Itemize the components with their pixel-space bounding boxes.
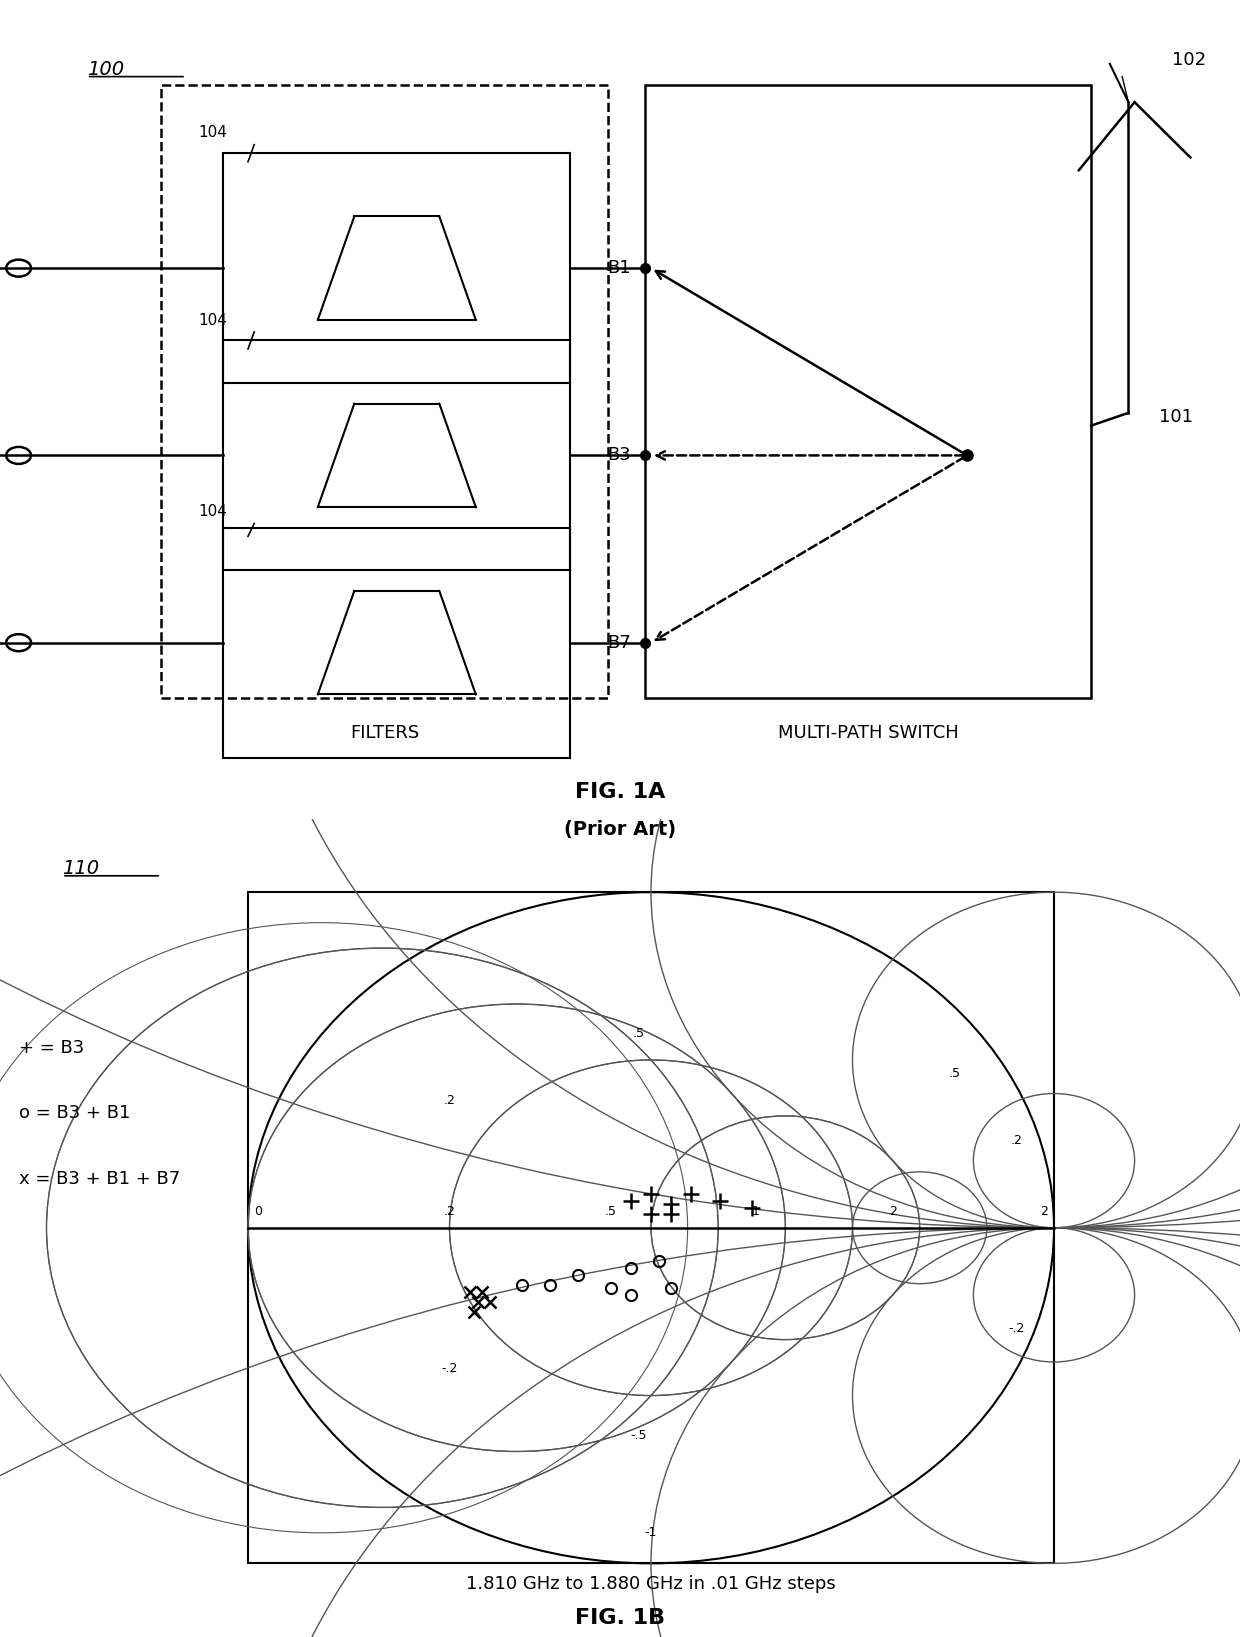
Text: 110: 110 <box>62 859 99 879</box>
Text: 2: 2 <box>889 1205 897 1218</box>
Bar <box>223 154 570 383</box>
Text: x = B3 + B1 + B7: x = B3 + B1 + B7 <box>19 1170 180 1187</box>
Text: -.2: -.2 <box>1008 1321 1025 1334</box>
Text: 1.810 GHz to 1.880 GHz in .01 GHz steps: 1.810 GHz to 1.880 GHz in .01 GHz steps <box>466 1575 836 1593</box>
Bar <box>248 892 1054 1563</box>
Text: 104: 104 <box>198 126 227 141</box>
Text: 100: 100 <box>87 59 124 79</box>
Text: .5: .5 <box>949 1067 961 1080</box>
Text: 104: 104 <box>198 504 227 519</box>
Text: 1: 1 <box>751 1205 760 1218</box>
Text: MULTI-PATH SWITCH: MULTI-PATH SWITCH <box>777 724 959 742</box>
Text: -.2: -.2 <box>441 1362 458 1375</box>
Text: .2: .2 <box>1011 1134 1023 1148</box>
Text: -1: -1 <box>645 1526 657 1539</box>
Bar <box>223 527 570 758</box>
Text: B1: B1 <box>608 259 631 277</box>
Text: 104: 104 <box>198 313 227 327</box>
Text: FILTERS: FILTERS <box>350 724 419 742</box>
Text: 102: 102 <box>1172 51 1207 69</box>
Text: 101: 101 <box>1159 408 1193 426</box>
Text: 0: 0 <box>254 1205 262 1218</box>
Text: o = B3 + B1: o = B3 + B1 <box>19 1105 130 1121</box>
Text: B7: B7 <box>608 634 631 652</box>
Text: FIG. 1B: FIG. 1B <box>575 1608 665 1629</box>
Bar <box>223 340 570 570</box>
Text: 2: 2 <box>1040 1205 1048 1218</box>
Text: + = B3: + = B3 <box>19 1039 84 1056</box>
Text: -.5: -.5 <box>630 1429 647 1442</box>
Text: B3: B3 <box>608 447 631 465</box>
Text: FIG. 1A: FIG. 1A <box>575 781 665 802</box>
Text: (Prior Art): (Prior Art) <box>564 820 676 840</box>
Text: .5: .5 <box>605 1205 616 1218</box>
Text: .2: .2 <box>444 1205 455 1218</box>
Text: .2: .2 <box>444 1094 455 1107</box>
Text: .5: .5 <box>632 1026 645 1039</box>
